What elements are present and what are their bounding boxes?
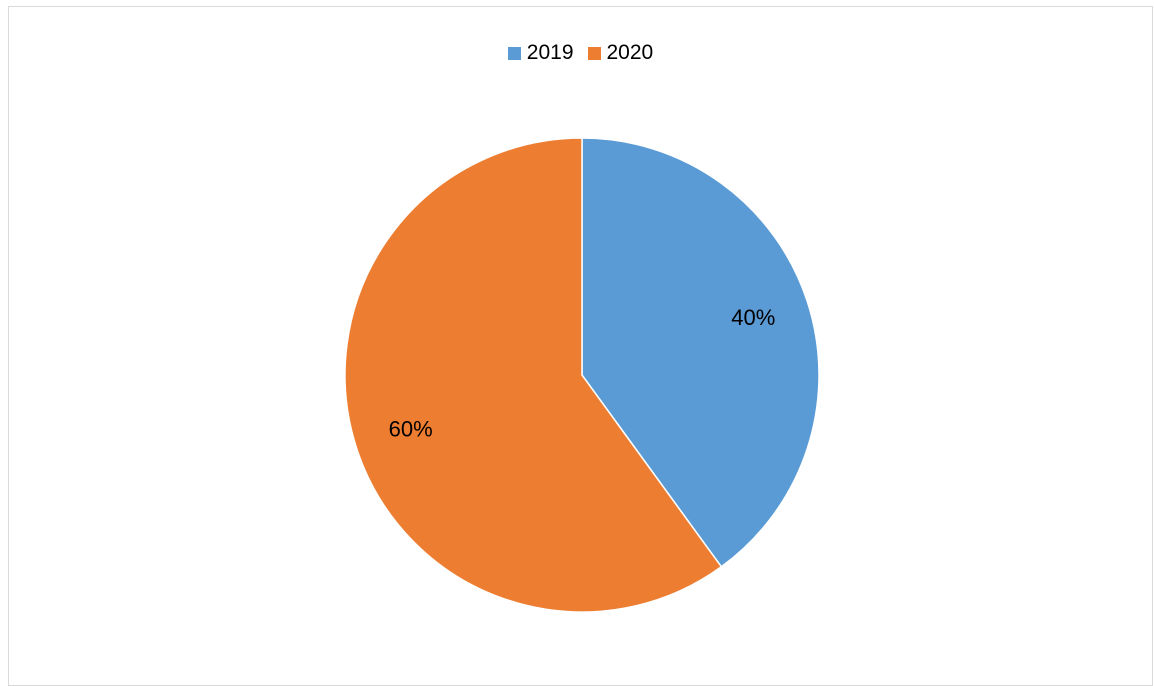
legend-swatch-2020 bbox=[587, 46, 601, 60]
data-label-2020: 60% bbox=[389, 416, 433, 441]
pie-slice-2019 bbox=[581, 137, 820, 568]
pie-slice-2020 bbox=[344, 137, 723, 613]
legend-item-2019: 2019 bbox=[507, 41, 574, 65]
legend-item-2020: 2020 bbox=[587, 41, 654, 65]
legend-swatch-2019 bbox=[507, 46, 521, 60]
data-label-2019: 40% bbox=[731, 305, 775, 330]
chart-area: 2019 2020 40% 60% bbox=[8, 6, 1153, 686]
legend-label-2020: 2020 bbox=[606, 41, 654, 64]
legend-label-2019: 2019 bbox=[526, 41, 574, 64]
pie-chart: 40% 60% bbox=[344, 137, 820, 613]
legend: 2019 2020 bbox=[9, 41, 1152, 65]
